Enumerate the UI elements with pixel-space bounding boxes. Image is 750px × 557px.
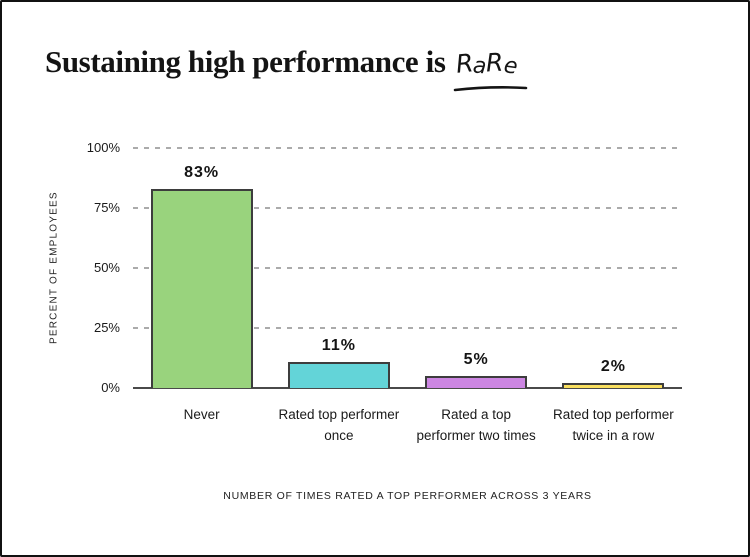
bar	[562, 383, 665, 388]
y-tick-label: 75%	[93, 200, 120, 215]
bar-column: 5% Rated a top performer two times	[408, 148, 545, 443]
x-category-label: Rated a top performer two times	[416, 407, 536, 443]
hand-underline	[453, 86, 527, 92]
title-accent-handwritten: RaRe	[453, 44, 527, 92]
bar	[425, 376, 528, 388]
gridline	[133, 327, 682, 329]
page-title: Sustaining high performance is RaRe	[45, 42, 527, 92]
x-category-label: Never	[183, 407, 220, 422]
bar	[287, 361, 390, 388]
gridline	[133, 267, 682, 269]
accent-letter: e	[502, 53, 519, 80]
y-tick-label: 25%	[93, 320, 120, 335]
gridline	[133, 207, 682, 209]
x-category-label: Rated top performer once	[278, 407, 400, 443]
bar-column: 2% Rated top performer twice in a row	[545, 148, 682, 443]
bar-value-label: 2%	[600, 358, 626, 376]
title-accent-letters: RaRe	[454, 48, 519, 80]
bar-value-label: 5%	[463, 351, 489, 368]
y-tick-label: 100%	[86, 140, 120, 155]
bar-value-label: 83%	[184, 163, 220, 181]
bar	[150, 188, 253, 388]
bar-column: 11% Rated top performer once	[270, 148, 407, 443]
y-tick-label: 50%	[93, 260, 120, 275]
plot-area: 83% Never 11% Rated top performer once 5% Rat…	[133, 147, 682, 443]
y-tick-label: 0%	[101, 380, 120, 395]
bar-column: 83% Never	[133, 148, 270, 422]
title-main-text: Sustaining high performance is	[45, 44, 446, 79]
x-axis-line	[133, 387, 682, 389]
x-category-label: Rated top performer twice in a row	[552, 407, 674, 443]
bar-value-label: 11%	[321, 336, 356, 354]
x-axis-title: NUMBER OF TIMES RATED A TOP PERFORMER AC…	[223, 490, 592, 502]
gridline	[133, 147, 682, 149]
y-axis-ticks: 0% 25% 50% 75% 100%	[2, 2, 120, 555]
